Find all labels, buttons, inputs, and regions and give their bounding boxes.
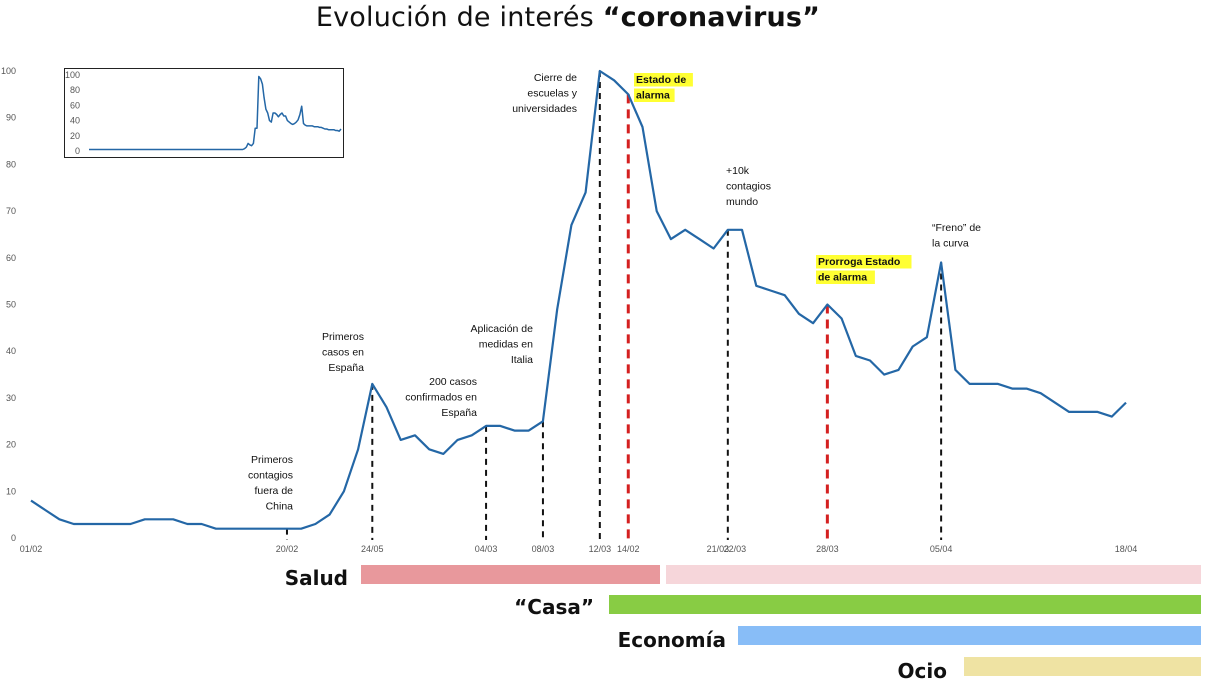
y-tick-label: 30 xyxy=(6,393,16,403)
inset-y-tick-label: 60 xyxy=(70,100,80,110)
casa-bar xyxy=(609,595,1201,614)
event-label: Cierre de xyxy=(534,72,577,84)
y-tick-label: 50 xyxy=(6,300,16,310)
title-prefix: Evolución de interés xyxy=(315,2,603,33)
event-label: +10k xyxy=(726,165,750,177)
ocio-bar xyxy=(964,657,1201,676)
y-tick-label: 20 xyxy=(6,440,16,450)
event-label: contagios xyxy=(248,470,293,482)
y-tick-label: 90 xyxy=(6,113,16,123)
title-keyword: “coronavirus” xyxy=(602,2,821,33)
event-label: Prorroga Estado xyxy=(818,256,900,268)
x-tick-label: 04/03 xyxy=(475,544,498,554)
event-label: Estado de xyxy=(636,74,686,86)
event-label: Primeros xyxy=(322,331,364,343)
chart-title: Evolución de interés “coronavirus” xyxy=(0,2,1136,33)
event-label: Primeros xyxy=(251,454,293,466)
x-tick-label: 24/05 xyxy=(361,544,384,554)
x-tick-label: 05/04 xyxy=(930,544,953,554)
x-tick-label: 14/02 xyxy=(617,544,640,554)
inset-y-tick-label: 20 xyxy=(70,131,80,141)
event-label: universidades xyxy=(512,103,577,115)
event-label: Aplicación de xyxy=(471,323,534,335)
event-label: “Freno” de xyxy=(932,222,981,234)
economia-bar xyxy=(738,626,1201,645)
label-highlight xyxy=(816,270,875,284)
inset-y-tick-label: 80 xyxy=(70,85,80,95)
event-label: fuera de xyxy=(254,485,293,497)
event-label: confirmados en xyxy=(405,392,477,404)
event-label: medidas en xyxy=(479,339,533,351)
x-tick-label: 01/02 xyxy=(20,544,43,554)
category-label-casa: “Casa” xyxy=(514,595,594,619)
event-label: España xyxy=(328,362,364,374)
inset-interest-line xyxy=(89,75,342,151)
inset-y-tick-label: 0 xyxy=(75,146,80,156)
event-label: España xyxy=(441,407,477,419)
y-tick-label: 10 xyxy=(6,486,16,496)
category-label-salud: Salud xyxy=(284,566,348,590)
event-label: casos en xyxy=(322,347,364,359)
event-label: China xyxy=(266,501,294,513)
y-tick-label: 0 xyxy=(11,533,16,543)
x-tick-label: 20/02 xyxy=(276,544,299,554)
label-highlight xyxy=(634,88,675,102)
x-tick-label: 18/04 xyxy=(1115,544,1138,554)
x-tick-label: 12/03 xyxy=(589,544,612,554)
inset-y-tick-label: 40 xyxy=(70,116,80,126)
label-highlight xyxy=(816,255,912,269)
event-label: 200 casos xyxy=(429,376,477,388)
category-label-economia: Economía xyxy=(617,628,726,652)
event-label: contagios xyxy=(726,181,771,193)
y-tick-label: 70 xyxy=(6,206,16,216)
inset-chart-frame xyxy=(64,68,344,158)
label-highlight xyxy=(634,73,693,87)
salud-bar-strong xyxy=(361,565,660,584)
salud-bar-light xyxy=(666,565,1201,584)
y-tick-label: 40 xyxy=(6,346,16,356)
event-label: la curva xyxy=(932,238,969,250)
interest-line xyxy=(30,69,1127,530)
event-label: escuelas y xyxy=(527,88,577,100)
y-tick-label: 80 xyxy=(6,159,16,169)
x-tick-label: 21/03 xyxy=(707,544,730,554)
y-tick-label: 60 xyxy=(6,253,16,263)
y-tick-label: 100 xyxy=(1,66,16,76)
x-tick-label: 22/03 xyxy=(724,544,747,554)
x-tick-label: 28/03 xyxy=(816,544,839,554)
event-label: de alarma xyxy=(818,272,867,284)
event-label: Italia xyxy=(511,354,533,366)
category-label-ocio: Ocio xyxy=(897,659,947,682)
event-label: alarma xyxy=(636,90,670,102)
inset-y-tick-label: 100 xyxy=(65,70,80,80)
x-tick-label: 08/03 xyxy=(532,544,555,554)
event-label: mundo xyxy=(726,196,758,208)
